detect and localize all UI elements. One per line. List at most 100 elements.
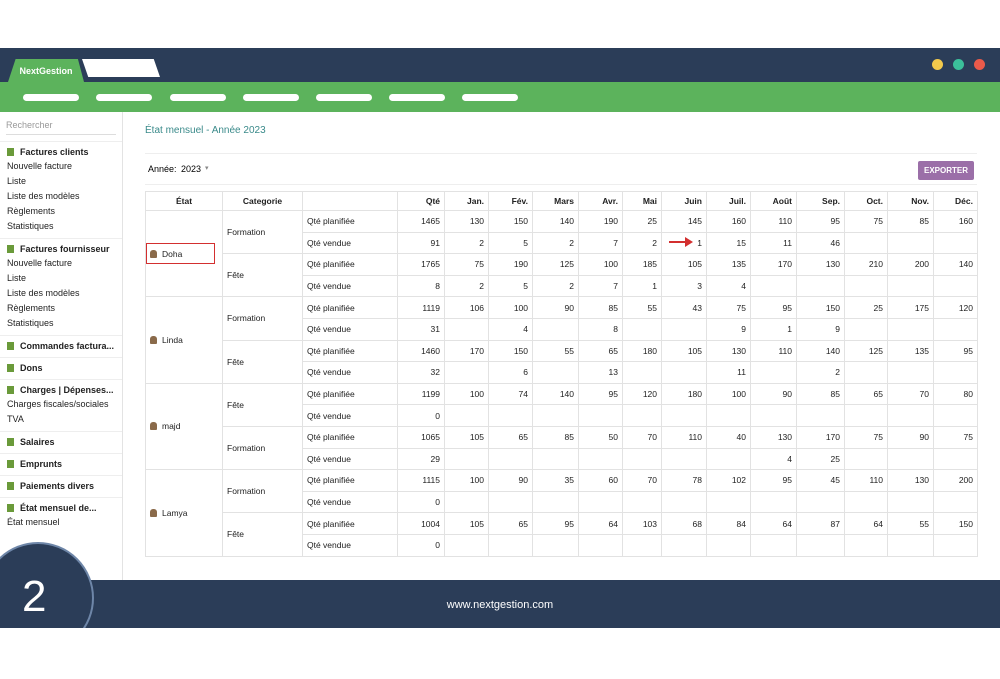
value-cell — [532, 404, 579, 427]
row-label: Qté planifiée — [302, 382, 398, 406]
value-cell: 8 — [397, 274, 445, 298]
sidebar-link[interactable]: Liste — [7, 273, 27, 283]
value-cell — [750, 533, 797, 557]
menu-item[interactable] — [23, 94, 79, 101]
value-cell: 85 — [578, 296, 623, 319]
menu-item[interactable] — [389, 94, 445, 101]
table-row: Qté vendue 91 2 5 2 7 2 1 15 11 46 — [146, 231, 978, 255]
value-cell: 110 — [844, 469, 888, 492]
value-cell: 100 — [706, 382, 751, 406]
value-cell: 64 — [750, 512, 797, 535]
value-cell: 43 — [661, 296, 707, 319]
menu-item[interactable] — [462, 94, 518, 101]
value-cell — [444, 533, 489, 557]
sidebar-link[interactable]: Charges fiscales/sociales — [7, 399, 109, 409]
sidebar: Rechercher Factures clients Nouvelle fact… — [0, 112, 123, 580]
value-cell: 90 — [532, 296, 579, 319]
value-cell: 0 — [397, 404, 445, 427]
app-tab[interactable]: NextGestion — [8, 59, 84, 82]
footer: www.nextgestion.com — [0, 580, 1000, 628]
section-title[interactable]: Dons — [7, 363, 115, 373]
sidebar-link[interactable]: Liste — [7, 176, 27, 186]
person-cell: majd — [145, 382, 223, 471]
value-cell: 100 — [444, 382, 489, 406]
value-cell: 9 — [796, 317, 845, 341]
tab-blank[interactable] — [82, 59, 160, 77]
menu-item[interactable] — [243, 94, 299, 101]
section-title[interactable]: Factures clients — [7, 147, 115, 157]
section-title[interactable]: Salaires — [7, 437, 115, 447]
section-title[interactable]: Charges | Dépenses... — [7, 385, 115, 395]
window-dot[interactable] — [932, 59, 943, 70]
section-title[interactable]: Emprunts — [7, 459, 115, 469]
value-cell — [661, 533, 707, 557]
category-cell: Formation — [222, 425, 303, 471]
value-cell: 150 — [933, 512, 978, 535]
value-cell — [844, 361, 888, 384]
section-title[interactable]: Paiements divers — [7, 481, 115, 491]
table-row: Doha Formation Qté planifiée 1465 130 150 140 1… — [145, 209, 978, 298]
window-dot[interactable] — [953, 59, 964, 70]
value-cell: 105 — [444, 425, 489, 449]
sidebar-link[interactable]: Statistiques — [7, 318, 54, 328]
table-row: Qté vendue 0 — [146, 533, 978, 557]
section-title[interactable]: État mensuel de... — [7, 503, 115, 513]
menu-item[interactable] — [96, 94, 152, 101]
sidebar-link[interactable]: Nouvelle facture — [7, 161, 73, 171]
sidebar-link[interactable]: État mensuel — [7, 517, 60, 527]
value-cell: 106 — [444, 296, 489, 319]
value-cell: 1119 — [397, 296, 445, 319]
value-cell — [661, 490, 707, 514]
value-cell: 95 — [796, 210, 845, 233]
export-button[interactable]: EXPORTER — [917, 161, 974, 180]
search-box[interactable]: Rechercher — [6, 120, 116, 135]
person-cell: Linda — [145, 296, 223, 384]
sidebar-link[interactable]: Règlements — [7, 206, 56, 216]
menu-item[interactable] — [170, 94, 226, 101]
header-cell: Jan. — [444, 191, 489, 211]
year-select[interactable]: 2023 — [181, 164, 202, 174]
value-cell — [933, 533, 978, 557]
value-cell — [844, 317, 888, 341]
value-cell: 140 — [532, 382, 579, 406]
value-cell: 130 — [750, 425, 797, 449]
value-cell — [933, 447, 978, 471]
window-dot[interactable] — [974, 59, 985, 70]
value-cell: 95 — [532, 512, 579, 535]
sidebar-link[interactable]: Liste des modèles — [7, 191, 80, 201]
value-cell: 15 — [706, 231, 751, 255]
sidebar-link[interactable]: Liste des modèles — [7, 288, 80, 298]
sidebar-link[interactable]: TVA — [7, 414, 24, 424]
value-cell: 145 — [661, 210, 707, 233]
value-cell — [578, 533, 623, 557]
value-cell — [488, 447, 533, 471]
menu-item[interactable] — [316, 94, 372, 101]
section-title[interactable]: Factures fournisseur — [7, 244, 115, 254]
header-cell: Avr. — [578, 191, 623, 211]
value-cell: 125 — [844, 339, 888, 363]
sidebar-link[interactable]: Règlements — [7, 303, 56, 313]
sidebar-section: Paiements divers — [0, 475, 122, 497]
row-label: Qté vendue — [302, 274, 398, 298]
section-title[interactable]: Commandes factura... — [7, 341, 115, 351]
row-label: Qté planifiée — [302, 253, 398, 276]
header-cell: Mars — [532, 191, 579, 211]
header-cell: Déc. — [933, 191, 978, 211]
category-cell: Fête — [222, 512, 303, 557]
sidebar-link[interactable]: Nouvelle facture — [7, 258, 73, 268]
header-cell: Oct. — [844, 191, 888, 211]
value-cell: 105 — [661, 339, 707, 363]
sidebar-link[interactable]: Statistiques — [7, 221, 54, 231]
row-label: Qté planifiée — [302, 296, 398, 319]
value-cell — [706, 447, 751, 471]
value-cell — [844, 447, 888, 471]
value-cell — [933, 317, 978, 341]
sidebar-section: Salaires — [0, 431, 122, 453]
value-cell — [887, 404, 934, 427]
value-cell — [622, 361, 662, 384]
value-cell: 46 — [796, 231, 845, 255]
value-cell: 150 — [488, 210, 533, 233]
value-cell: 200 — [887, 253, 934, 276]
value-cell — [887, 274, 934, 298]
value-cell: 180 — [661, 382, 707, 406]
